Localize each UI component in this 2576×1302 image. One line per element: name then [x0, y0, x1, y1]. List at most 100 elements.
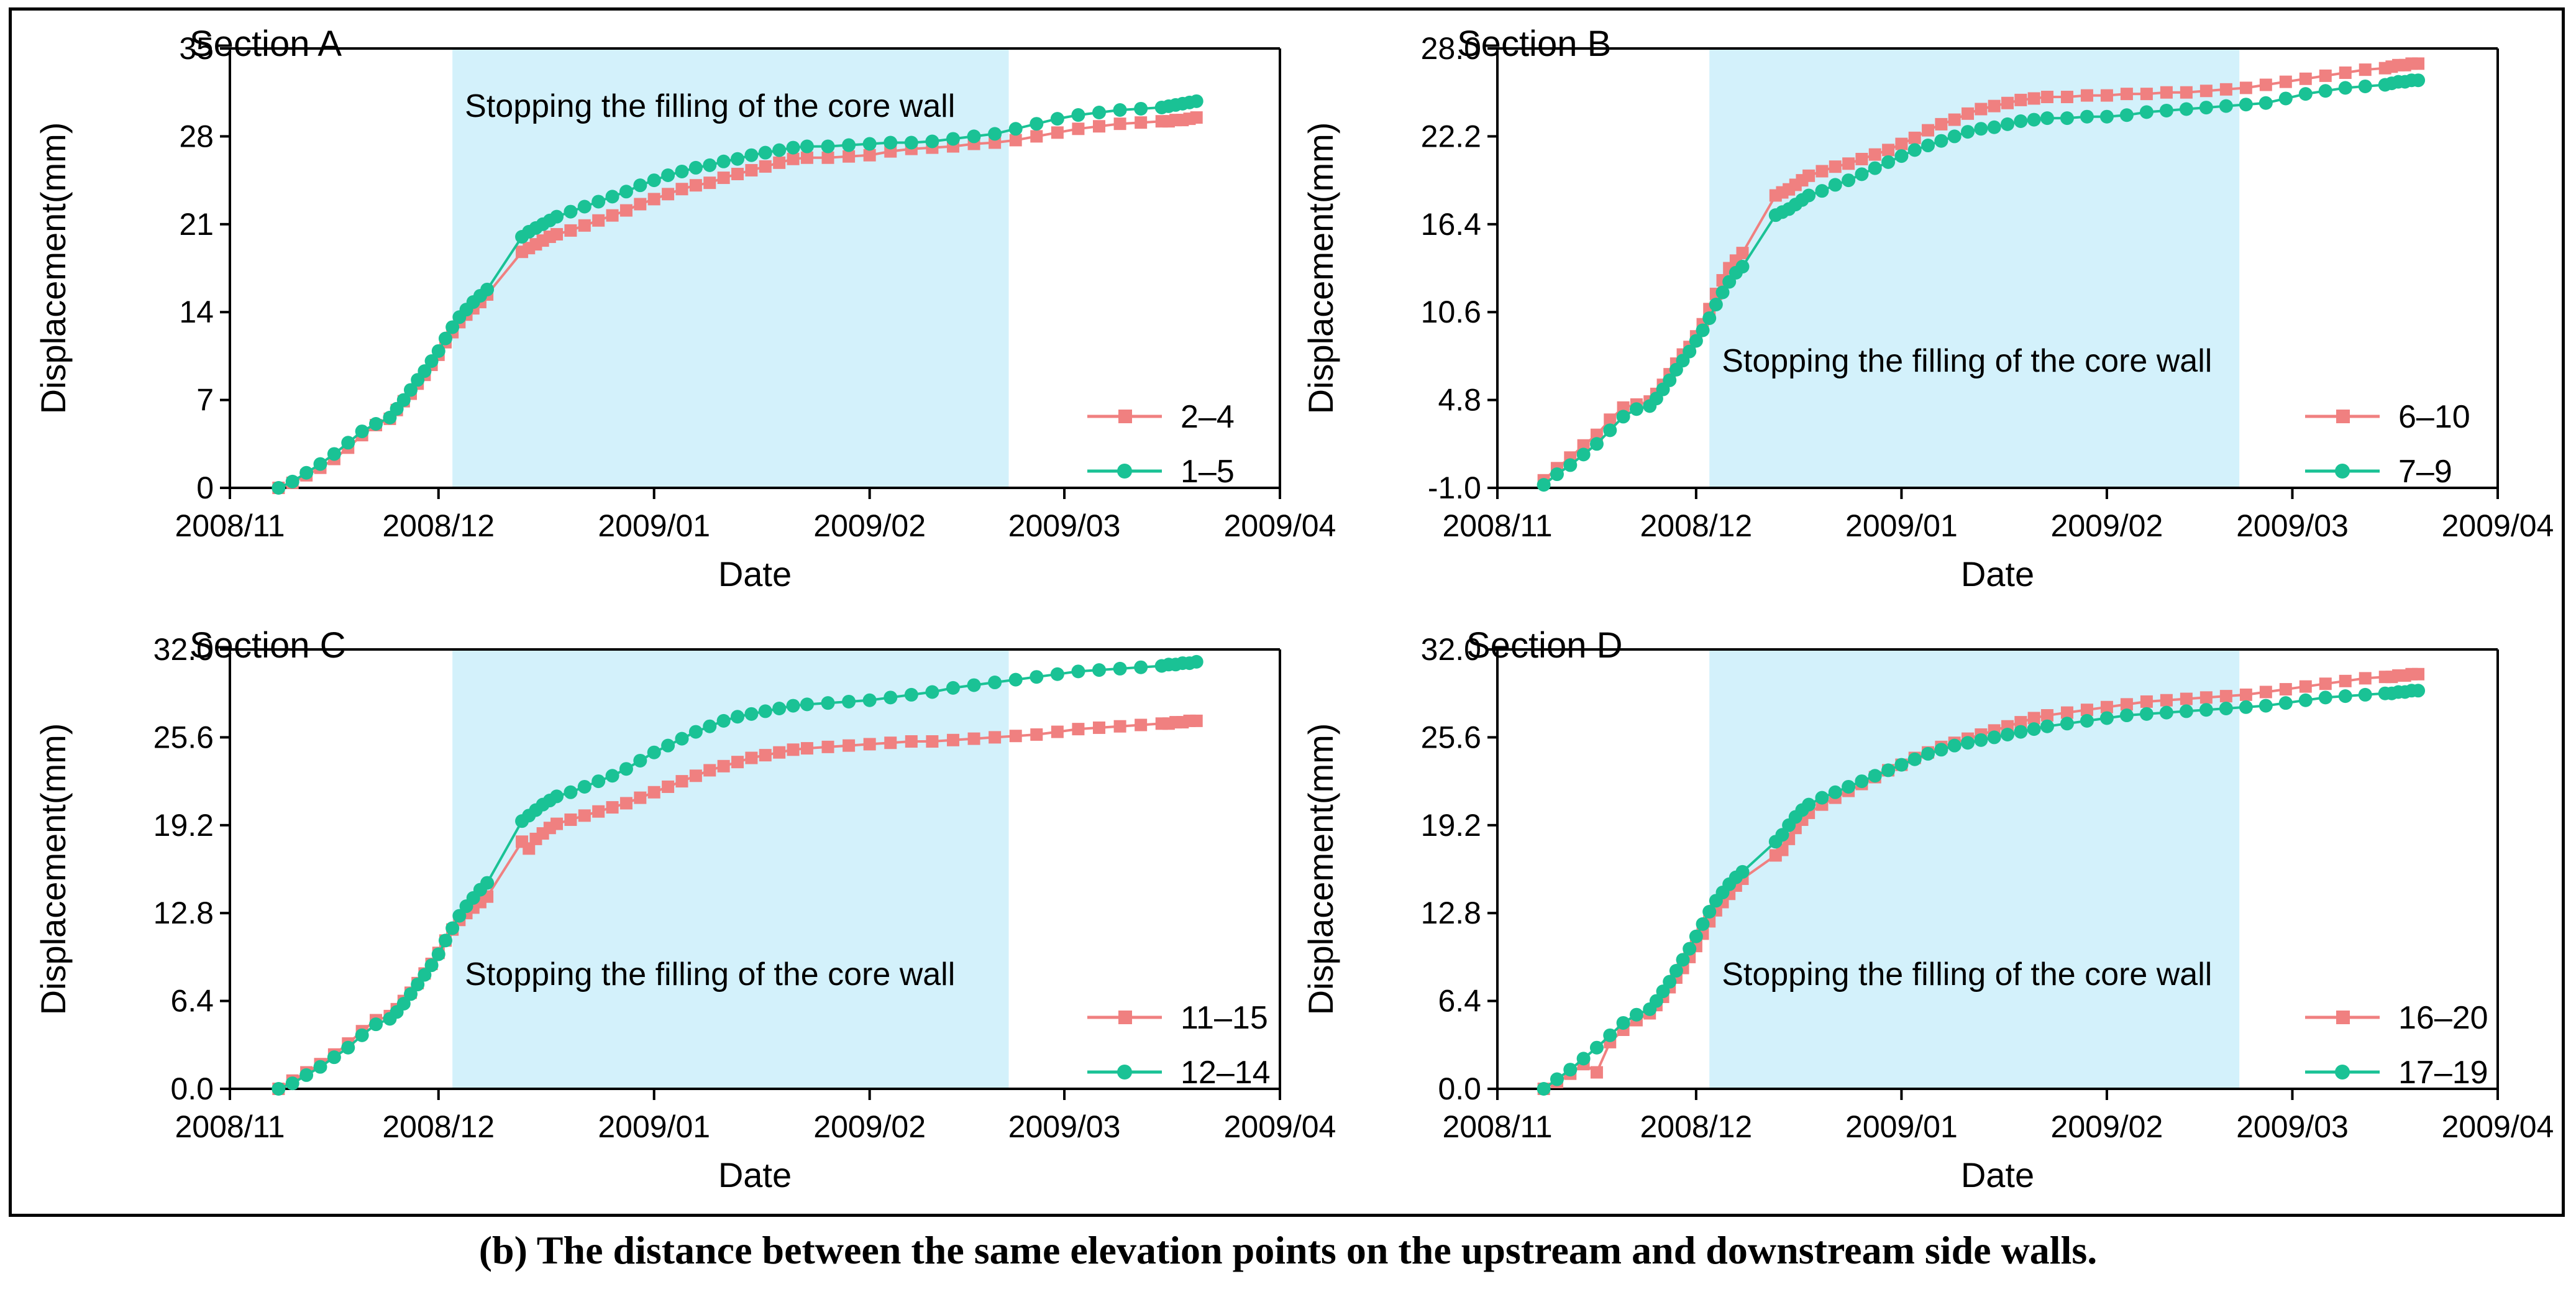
data-point	[1907, 752, 1922, 766]
data-point	[327, 1050, 341, 1065]
data-point	[577, 199, 591, 214]
data-point	[2339, 66, 2352, 80]
data-point	[1974, 122, 1988, 136]
shaded-region	[1709, 649, 2240, 1089]
data-point	[1842, 173, 1856, 188]
data-point	[1802, 169, 1816, 182]
legend-entry: 16–20	[2305, 1000, 2488, 1036]
data-point	[418, 968, 432, 982]
y-tick-label: 12.8	[1421, 896, 1481, 930]
data-point	[1072, 723, 1085, 736]
data-point	[688, 160, 703, 175]
data-point	[647, 173, 661, 188]
data-point	[1134, 101, 1148, 116]
data-point	[480, 876, 495, 890]
data-point	[1975, 103, 1988, 116]
legend-marker	[1117, 464, 1132, 479]
data-point	[2140, 695, 2153, 708]
data-point	[550, 209, 564, 224]
data-point	[1072, 122, 1085, 135]
data-point	[1948, 113, 1961, 126]
data-point	[1735, 864, 1750, 879]
data-point	[2359, 63, 2372, 76]
data-point	[1855, 152, 1868, 165]
data-point	[1008, 672, 1023, 687]
data-point	[905, 735, 918, 748]
data-point	[758, 145, 772, 160]
data-point	[605, 769, 619, 783]
data-point	[313, 457, 327, 471]
data-point	[431, 947, 445, 961]
data-point	[2120, 698, 2133, 711]
x-tick-label: 2009/01	[1845, 1109, 1958, 1144]
data-point	[1962, 107, 1975, 120]
data-point	[1603, 1028, 1617, 1042]
data-point	[821, 740, 834, 753]
legend-label: 11–15	[1181, 1000, 1268, 1036]
data-point	[2014, 716, 2027, 729]
data-point	[731, 168, 744, 180]
x-tick-label: 2008/12	[1640, 508, 1752, 543]
figure-caption: (b) The distance between the same elevat…	[0, 1227, 2576, 1273]
chart-title: Section B	[1457, 24, 1611, 64]
data-point	[2318, 690, 2332, 705]
data-point	[523, 842, 536, 855]
data-point	[1550, 467, 1564, 482]
data-point	[946, 132, 960, 146]
y-tick-label: 28.0	[1421, 31, 1481, 66]
data-point	[1134, 660, 1148, 674]
data-point	[1689, 929, 1703, 943]
data-point	[1987, 120, 2001, 134]
data-point	[843, 739, 856, 752]
data-point	[731, 710, 745, 724]
data-point	[717, 759, 730, 772]
data-point	[925, 685, 939, 699]
data-point	[1092, 663, 1107, 677]
chart-panel-d: 0.0 6.4 12.8 19.2 25.6 32.0 2008/11 2008/12 2009…	[1301, 625, 2554, 1194]
data-point	[1051, 725, 1064, 738]
legend-entry: 7–9	[2305, 454, 2452, 490]
data-point	[1135, 718, 1148, 731]
data-point	[703, 158, 717, 172]
data-point	[2239, 700, 2253, 714]
data-point	[1093, 721, 1106, 734]
data-point	[2000, 727, 2014, 741]
data-point	[1696, 323, 1710, 337]
data-point	[2412, 57, 2425, 70]
data-point	[800, 151, 813, 164]
chart-title: Section A	[190, 24, 342, 64]
legend-marker	[1117, 1065, 1132, 1080]
data-point	[2001, 96, 2014, 109]
data-point	[1921, 139, 1935, 153]
x-tick-label: 2009/04	[2442, 1109, 2554, 1144]
x-tick-label: 2009/03	[2236, 1109, 2349, 1144]
x-tick-label: 2008/12	[382, 508, 495, 543]
shaded-region-label: Stopping the filling of the core wall	[465, 956, 955, 993]
data-point	[1589, 437, 1604, 451]
data-point	[2099, 109, 2114, 124]
data-point	[2259, 685, 2272, 699]
data-point	[1855, 774, 1869, 789]
data-point	[675, 731, 689, 746]
legend-label: 7–9	[2398, 454, 2452, 490]
x-tick-label: 2008/11	[175, 1109, 285, 1144]
data-point	[2060, 91, 2073, 104]
data-point	[1894, 758, 1909, 772]
data-point	[313, 1060, 327, 1074]
data-point	[578, 219, 591, 232]
data-point	[1576, 447, 1591, 462]
data-point	[2179, 102, 2193, 116]
data-point	[341, 1040, 355, 1055]
y-tick-label: 21	[179, 207, 214, 242]
data-point	[946, 733, 959, 746]
x-tick-label: 2009/02	[813, 1109, 926, 1144]
data-point	[2412, 667, 2425, 681]
data-point	[2338, 689, 2352, 704]
data-point	[1868, 148, 1881, 161]
data-point	[1947, 738, 1962, 753]
data-point	[564, 813, 577, 826]
legend-marker	[2336, 1011, 2350, 1024]
data-point	[2179, 704, 2193, 718]
data-point	[800, 697, 814, 712]
data-point	[1113, 661, 1127, 676]
